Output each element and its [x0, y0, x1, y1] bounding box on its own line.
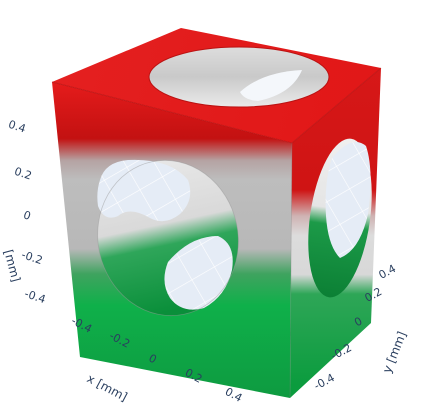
y-axis-tick-label: -0.4 — [312, 371, 337, 393]
front-hole — [97, 159, 239, 317]
top-hole — [148, 46, 330, 108]
z-axis-title: [mm] — [1, 248, 23, 283]
z-axis: 0.4 0.2 0 -0.2 -0.4 — [7, 118, 48, 306]
front-hole-window-upper — [97, 159, 191, 222]
right-hole-window — [325, 142, 371, 258]
x-axis-title: x [mm] — [85, 371, 130, 404]
front-hole-window-lower — [164, 236, 233, 310]
right-hole — [308, 138, 372, 298]
y-axis-tick-label: 0.4 — [377, 262, 399, 282]
z-axis-tick-label: -0.2 — [20, 248, 44, 267]
y-axis-title: y [mm] — [380, 329, 409, 375]
z-axis-tick-label: 0 — [22, 208, 33, 223]
z-axis-tick-label: 0.4 — [7, 118, 28, 136]
z-axis-tick-label: 0.2 — [13, 165, 34, 183]
z-axis-tick-label: -0.4 — [23, 287, 47, 306]
